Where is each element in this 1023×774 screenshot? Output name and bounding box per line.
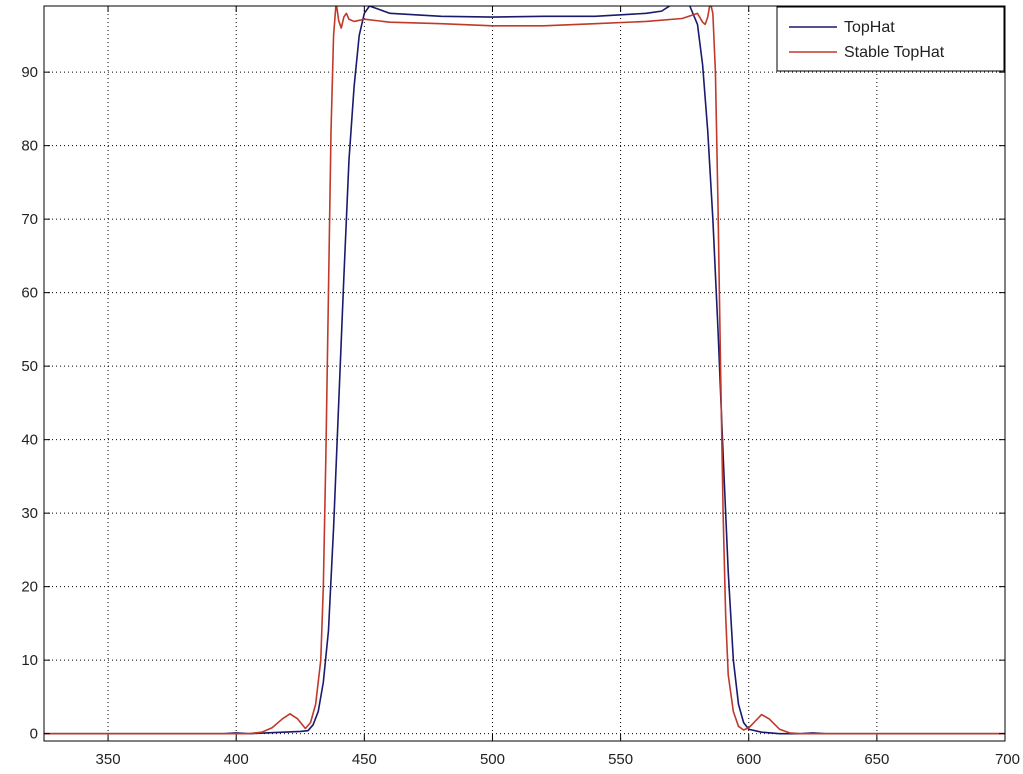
x-tick-label: 450: [352, 751, 377, 768]
x-tick-label: 650: [864, 751, 889, 768]
series-line-tophat: [44, 6, 1005, 735]
y-tick-label: 40: [21, 432, 38, 449]
series-line-stable-tophat: [44, 6, 1005, 735]
y-tick-label: 80: [21, 138, 38, 155]
series-group: [44, 6, 1005, 735]
y-tick-label: 70: [21, 211, 38, 228]
x-tick-label: 550: [608, 751, 633, 768]
x-tick-label: 700: [995, 751, 1020, 768]
y-tick-label: 60: [21, 285, 38, 302]
x-tick-label: 400: [224, 751, 249, 768]
x-tick-label: 600: [736, 751, 761, 768]
legend: TopHat Stable TopHat: [776, 6, 1005, 72]
plot-background: [44, 6, 1005, 741]
y-tick-label: 50: [21, 358, 38, 375]
x-tick-label: 350: [96, 751, 121, 768]
legend-label: TopHat: [844, 19, 895, 36]
y-tick-label: 0: [30, 726, 38, 743]
ticks: 350 400 450 500 550 600 650 700 0 10 20 30 40 50 60 70 8…: [21, 6, 1020, 768]
y-tick-label: 90: [21, 64, 38, 81]
y-tick-label: 10: [21, 652, 38, 669]
legend-label: Stable TopHat: [844, 44, 945, 61]
grid: [44, 6, 1005, 741]
plot-frame: [43, 5, 1006, 742]
legend-box: [776, 6, 1005, 72]
y-tick-label: 30: [21, 505, 38, 522]
x-tick-label: 500: [480, 751, 505, 768]
y-tick-label: 20: [21, 579, 38, 596]
